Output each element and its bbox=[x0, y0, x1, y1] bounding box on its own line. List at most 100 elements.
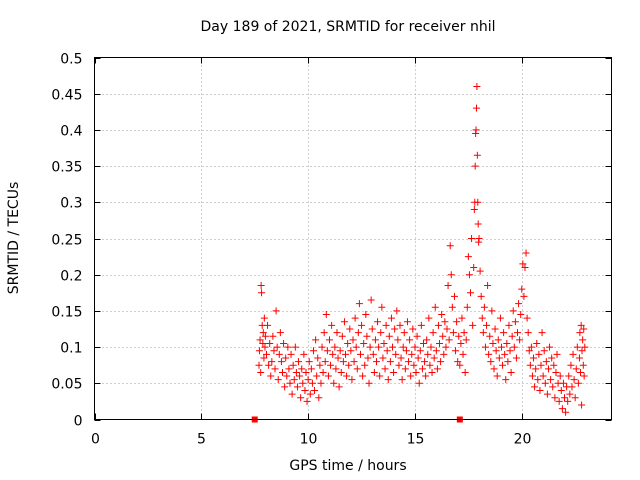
data-point bbox=[490, 365, 498, 373]
data-point bbox=[279, 368, 286, 376]
data-point bbox=[347, 347, 355, 355]
data-point bbox=[424, 350, 432, 358]
data-point bbox=[334, 354, 342, 362]
data-point bbox=[336, 347, 344, 355]
data-point bbox=[422, 372, 430, 380]
data-point bbox=[474, 220, 482, 228]
x-axis-label: GPS time / hours bbox=[289, 458, 406, 474]
data-point bbox=[282, 354, 290, 362]
data-point bbox=[271, 365, 279, 373]
data-point bbox=[538, 329, 546, 337]
data-point bbox=[402, 347, 410, 355]
data-point bbox=[468, 235, 476, 242]
data-point bbox=[517, 311, 525, 319]
data-point bbox=[472, 104, 480, 112]
data-point bbox=[475, 235, 483, 242]
data-point bbox=[483, 321, 491, 329]
data-point bbox=[302, 368, 310, 376]
data-point bbox=[345, 361, 353, 369]
data-point bbox=[481, 343, 489, 351]
data-point bbox=[495, 354, 503, 362]
data-point bbox=[376, 372, 384, 380]
data-point bbox=[511, 318, 519, 326]
data-point bbox=[322, 311, 330, 319]
data-point bbox=[340, 318, 348, 326]
data-point bbox=[494, 336, 502, 344]
x-tick-label: 15 bbox=[407, 432, 425, 448]
data-point bbox=[309, 347, 317, 355]
data-point bbox=[561, 394, 568, 402]
data-point bbox=[508, 332, 516, 340]
data-point bbox=[261, 332, 269, 340]
data-point bbox=[383, 347, 391, 355]
data-point bbox=[552, 368, 560, 376]
data-point bbox=[380, 339, 388, 347]
data-point bbox=[512, 354, 520, 362]
data-point bbox=[520, 292, 528, 300]
data-point bbox=[470, 263, 478, 271]
data-point bbox=[429, 329, 437, 337]
data-point bbox=[307, 365, 315, 373]
data-point bbox=[329, 350, 337, 358]
data-point bbox=[414, 354, 422, 362]
data-point bbox=[273, 343, 281, 351]
data-point bbox=[332, 365, 340, 373]
data-point bbox=[516, 336, 524, 344]
data-point bbox=[290, 376, 298, 384]
data-point bbox=[433, 365, 441, 373]
data-point bbox=[579, 336, 587, 344]
data-point bbox=[459, 350, 467, 358]
data-point bbox=[365, 379, 373, 387]
y-tick-label: 0.1 bbox=[60, 341, 82, 357]
chart-title: Day 189 of 2021, SRMTID for receiver nhi… bbox=[201, 19, 496, 35]
data-point bbox=[385, 332, 393, 340]
data-point bbox=[421, 358, 429, 366]
data-point bbox=[568, 383, 576, 391]
data-point bbox=[567, 361, 575, 369]
data-point bbox=[574, 379, 582, 387]
data-point bbox=[464, 253, 472, 261]
data-point bbox=[387, 314, 395, 322]
data-point bbox=[460, 329, 468, 337]
data-point bbox=[312, 336, 320, 344]
data-point bbox=[362, 311, 370, 319]
data-point bbox=[530, 354, 538, 362]
data-point bbox=[258, 289, 266, 297]
data-point bbox=[510, 343, 518, 351]
data-point bbox=[371, 336, 379, 344]
grid bbox=[94, 57, 612, 420]
data-point bbox=[463, 303, 471, 311]
data-point bbox=[257, 368, 265, 376]
data-point bbox=[577, 321, 585, 329]
data-point bbox=[479, 329, 487, 337]
y-tick-label: 0.45 bbox=[51, 88, 82, 104]
data-point bbox=[515, 300, 523, 308]
data-point bbox=[311, 387, 319, 395]
data-point bbox=[286, 379, 294, 387]
data-point bbox=[364, 354, 372, 362]
data-points bbox=[255, 82, 589, 416]
data-point bbox=[499, 361, 507, 369]
data-point bbox=[327, 361, 335, 369]
data-point bbox=[533, 339, 541, 347]
data-point bbox=[573, 343, 581, 351]
data-point bbox=[418, 365, 426, 373]
data-point bbox=[331, 343, 339, 351]
data-point bbox=[521, 263, 529, 271]
data-point bbox=[427, 343, 435, 351]
data-point bbox=[497, 343, 505, 351]
data-point bbox=[514, 329, 521, 337]
y-axis-label: SRMTID / TECUs bbox=[6, 182, 22, 295]
data-point bbox=[581, 343, 589, 351]
data-point bbox=[580, 372, 588, 380]
data-point bbox=[395, 361, 403, 369]
data-point bbox=[305, 358, 313, 366]
data-point bbox=[270, 347, 278, 355]
data-point bbox=[301, 387, 309, 395]
x-tick-label: 20 bbox=[514, 432, 532, 448]
data-point bbox=[519, 260, 527, 268]
data-point bbox=[335, 383, 343, 391]
data-point bbox=[367, 296, 375, 304]
x-tick-label: 10 bbox=[300, 432, 318, 448]
data-point bbox=[526, 361, 534, 369]
